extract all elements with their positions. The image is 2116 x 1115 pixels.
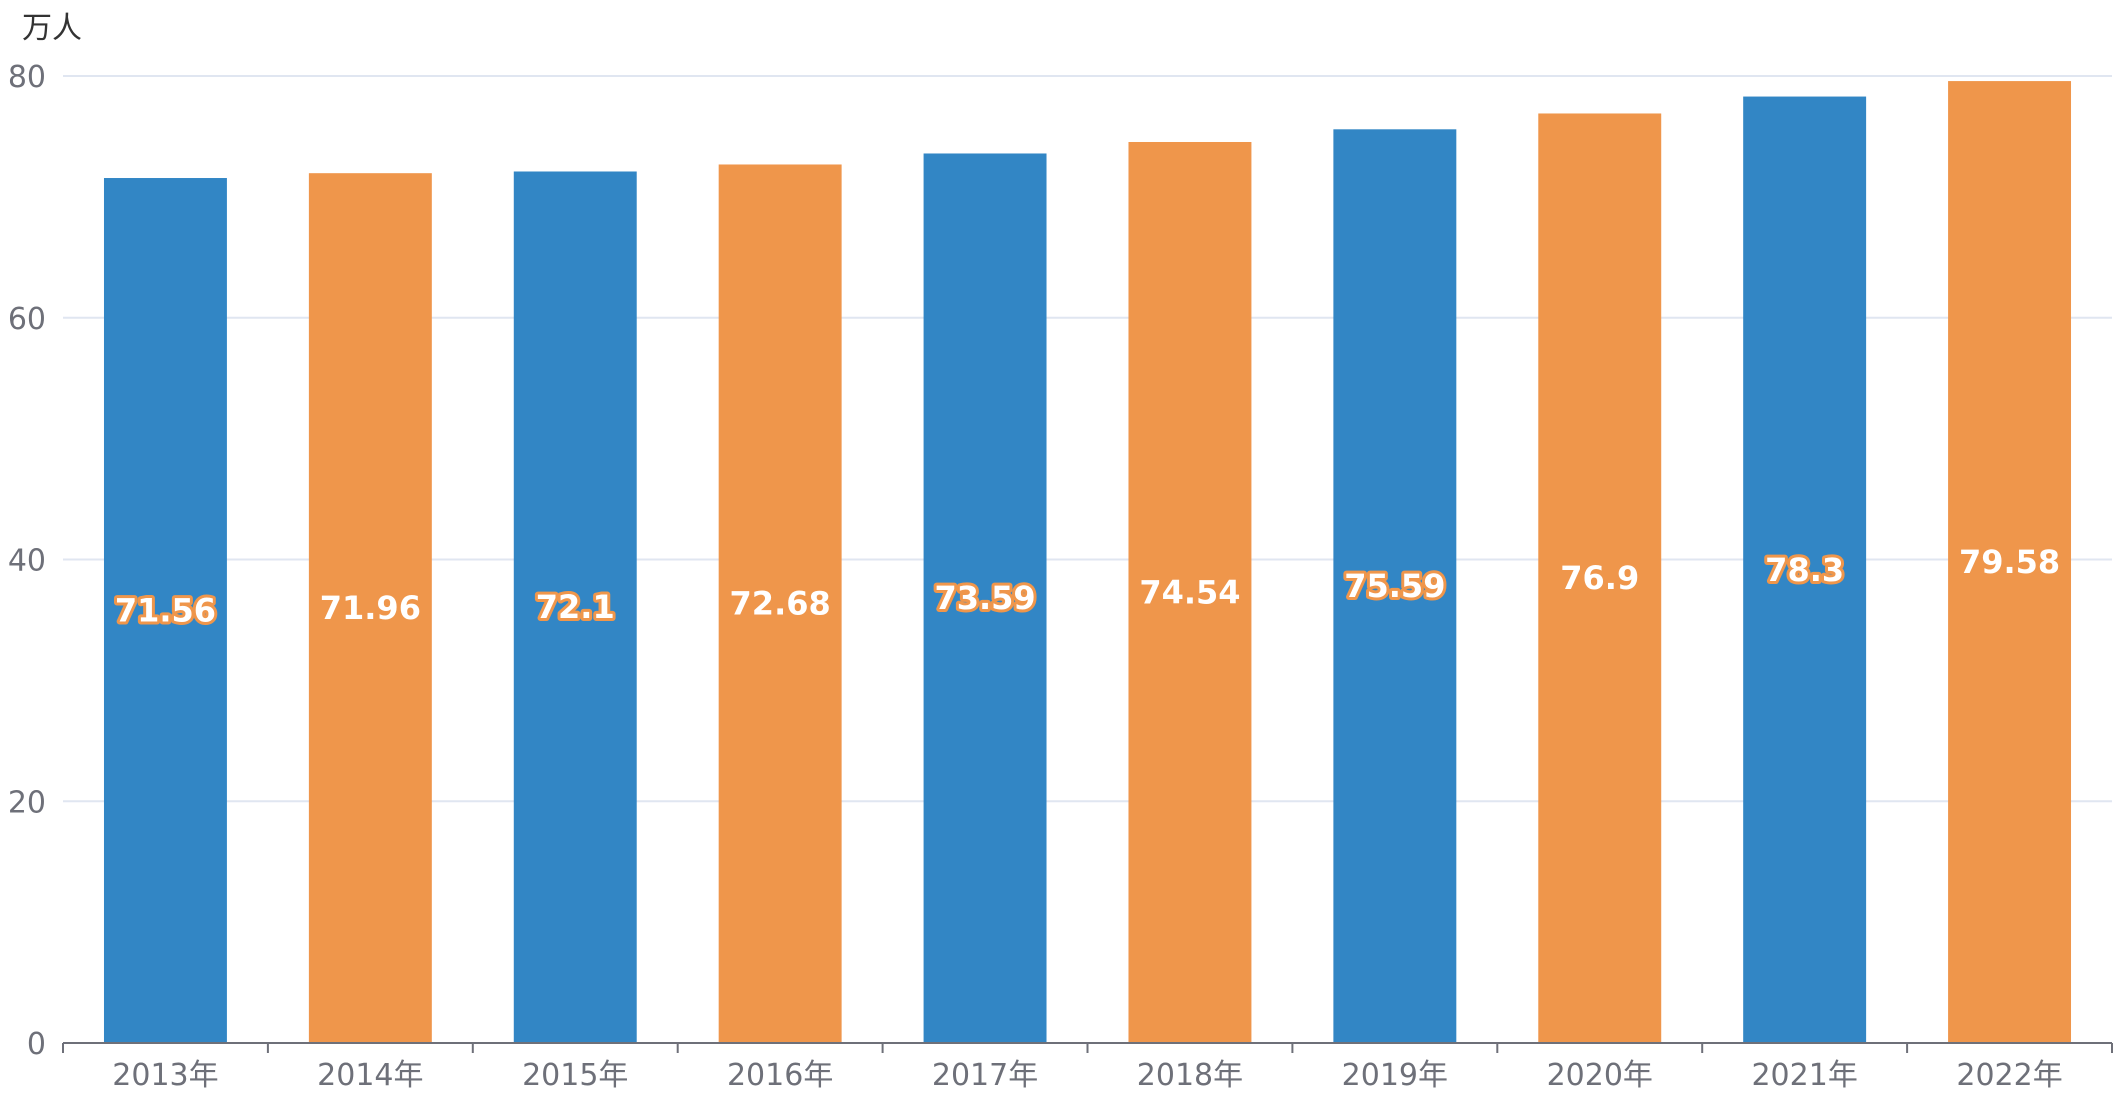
bar [1948,81,2072,1043]
y-tick-label: 20 [8,785,46,820]
y-tick-label: 60 [8,302,46,337]
bar [1128,141,1252,1044]
bar [1333,129,1457,1043]
bar-value-label: 79.58 [1959,543,2060,581]
bar [923,153,1047,1043]
x-tick-label: 2015年 [522,1058,628,1093]
bar [1538,113,1662,1043]
bar [513,171,637,1043]
bar-value-label: 72.68 [730,585,831,623]
bar-value-label: 73.59 [934,579,1035,617]
x-tick-label: 2020年 [1547,1058,1653,1093]
bar-value-label: 71.56 [115,592,216,630]
x-tick-label: 2018年 [1137,1058,1243,1093]
bar-value-label: 71.96 [320,589,421,627]
y-tick-label: 40 [8,544,46,579]
bar [718,164,842,1044]
bars [103,81,2072,1044]
bar [308,173,432,1044]
y-tick-label: 0 [27,1027,46,1062]
axes: 0 20 40 60 80 2013年 2014年 2015年 2016年 2017年 2018年 2… [8,60,2113,1093]
x-tick-label: 2017年 [932,1058,1038,1093]
bar-value-labels: 71.56 71.96 72.1 72.68 73.59 74.54 75.59 76.9 78… [112,543,2060,632]
y-tick-label: 80 [8,60,46,95]
bar-value-label: 78.3 [1765,551,1844,589]
x-tick-label: 2019年 [1342,1058,1448,1093]
bar [1743,96,1867,1043]
x-tick-label: 2016年 [727,1058,833,1093]
x-tick-label: 2021年 [1751,1058,1857,1093]
bar-value-label: 72.1 [536,588,615,626]
x-tick-label: 2022年 [1956,1058,2062,1093]
bar-value-label: 74.54 [1139,573,1240,611]
y-axis-unit-label: 万人 [22,11,82,46]
bar [103,178,227,1043]
x-tick-label: 2014年 [317,1058,423,1093]
bar-value-label: 76.9 [1560,559,1639,597]
x-tick-label: 2013年 [112,1058,218,1093]
bar-value-label: 75.59 [1344,567,1445,605]
